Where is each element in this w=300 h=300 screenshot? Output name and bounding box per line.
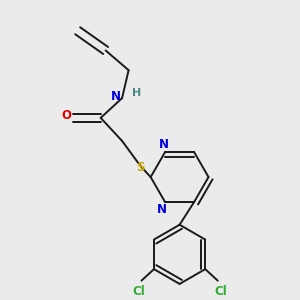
Text: Cl: Cl — [214, 285, 227, 298]
Text: N: N — [158, 138, 169, 151]
Text: Cl: Cl — [133, 285, 145, 298]
Text: H: H — [132, 88, 142, 98]
Text: S: S — [136, 161, 145, 174]
Text: N: N — [157, 203, 167, 216]
Text: O: O — [61, 109, 71, 122]
Text: N: N — [111, 90, 121, 103]
